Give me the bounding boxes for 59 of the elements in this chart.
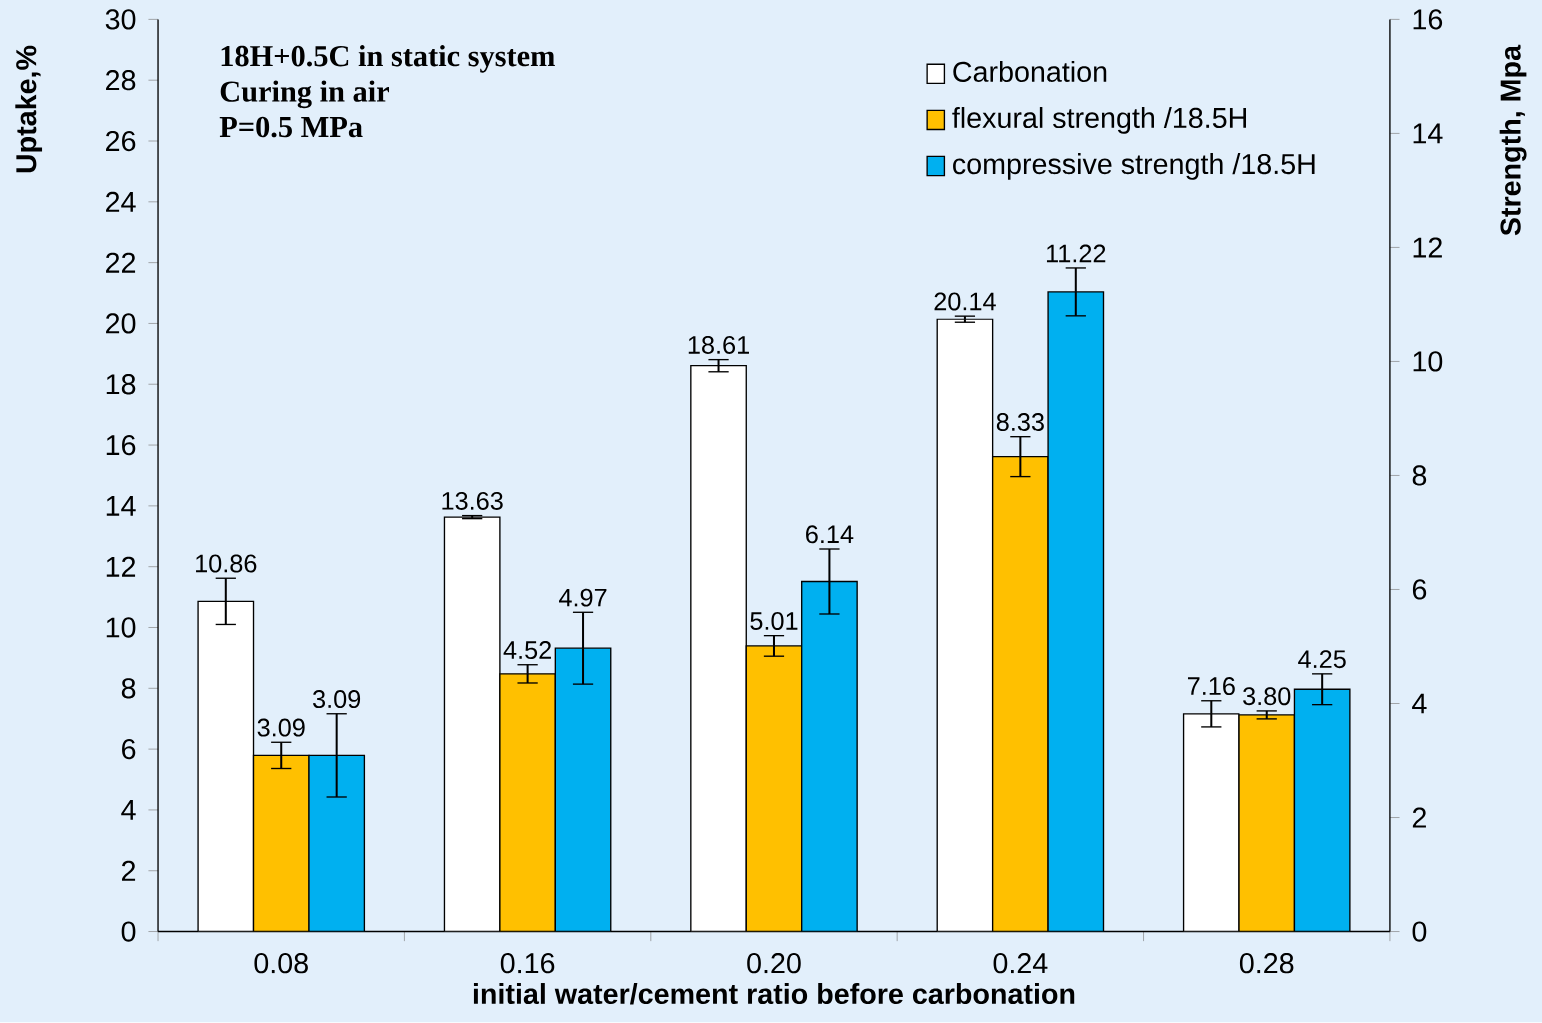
y-tick-label: 6: [122, 739, 136, 760]
bar: [555, 648, 611, 932]
annotation: P=0.5 MPa: [219, 116, 363, 138]
y2-tick-label: 12: [1413, 237, 1442, 258]
y2-tick-label: 14: [1413, 123, 1443, 144]
y-tick-label: 8: [121, 678, 136, 699]
data-label: 4.25: [1298, 650, 1346, 669]
y-tick-label: 10: [106, 617, 136, 638]
y2-tick-label: 4: [1412, 693, 1427, 714]
data-label: 20.14: [934, 292, 996, 311]
legend-label: Carbonation: [953, 61, 1107, 83]
data-label: 6.14: [806, 525, 854, 544]
legend-label: flexural strength /18.5H: [952, 107, 1246, 134]
y-tick-label: 0: [121, 921, 136, 942]
y2-tick-label: 8: [1412, 465, 1427, 486]
y-tick-label: 18: [106, 374, 136, 395]
bar: [1048, 292, 1104, 932]
y2-tick-label: 16: [1413, 9, 1443, 30]
data-label: 3.80: [1243, 687, 1291, 706]
x-tick-label: 0.08: [254, 953, 308, 974]
x-tick-label: 0.28: [1239, 953, 1294, 974]
data-label: 13.63: [442, 492, 503, 511]
data-label: 4.97: [559, 588, 607, 607]
data-label: 5.01: [750, 612, 798, 631]
x-axis-title: initial water/cement ratio before carbonation: [473, 983, 1075, 1005]
annotation: 18H+0.5C in static system: [221, 45, 555, 73]
y-tick-label: 16: [106, 435, 136, 456]
data-label: 3.09: [257, 718, 305, 737]
data-label: 18.61: [688, 336, 749, 355]
y2-axis-title: Strength, Mpa: [1499, 45, 1527, 236]
y-tick-label: 12: [106, 556, 136, 577]
y2-tick-label: 6: [1412, 579, 1427, 600]
x-tick-label: 0.16: [500, 953, 555, 974]
y-tick-label: 30: [105, 9, 136, 30]
y-tick-label: 26: [106, 131, 136, 152]
data-label: 7.16: [1187, 677, 1235, 696]
data-label: 3.09: [312, 690, 361, 709]
data-label: 10.86: [196, 554, 257, 573]
y-tick-label: 2: [122, 860, 136, 881]
legend-label: compressive strength /18.5H: [953, 153, 1315, 181]
bar: [801, 581, 858, 932]
y2-tick-label: 0: [1412, 921, 1427, 942]
annotation: Curing in air: [220, 80, 389, 109]
data-label: 8.33: [996, 413, 1044, 432]
data-label: 4.52: [503, 641, 551, 660]
data-label: 11.22: [1046, 244, 1106, 263]
y-tick-label: 14: [106, 496, 136, 516]
y-axis-title: Uptake,%: [15, 45, 43, 173]
bar: [308, 755, 365, 932]
y-tick-label: 20: [106, 313, 136, 334]
x-tick-label: 0.20: [747, 953, 801, 974]
y-tick-label: 4: [121, 800, 136, 821]
x-tick-label: 0.24: [993, 953, 1048, 974]
y2-tick-label: 2: [1412, 807, 1426, 828]
y-tick-label: 22: [106, 252, 136, 273]
y-tick-label: 28: [106, 70, 136, 91]
y-tick-label: 24: [106, 192, 136, 213]
bar: [1293, 688, 1351, 932]
y2-tick-label: 10: [1413, 351, 1443, 372]
